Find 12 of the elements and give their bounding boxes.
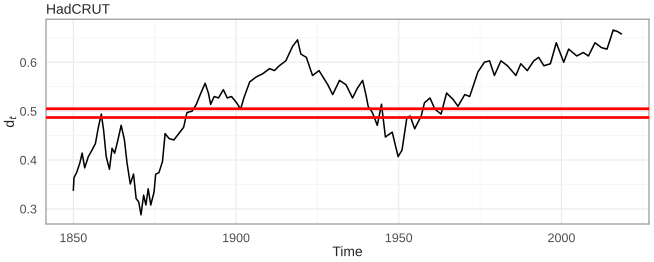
y-tick-label: 0.5 — [20, 106, 36, 116]
y-tick-label: 0.3 — [20, 204, 36, 214]
x-tick-label: 1950 — [386, 233, 412, 242]
y-tick-label: 0.6 — [20, 58, 36, 67]
x-tick-label: 1850 — [60, 233, 87, 242]
x-axis-title: Time — [332, 246, 362, 256]
x-tick-label: 2000 — [548, 233, 575, 242]
chart-title: HadCRUT — [47, 4, 110, 14]
y-axis-title: d$_{t}$ — [4, 116, 16, 128]
x-tick-label: 1900 — [223, 233, 250, 242]
line-series — [72, 29, 622, 216]
y-tick-label: 0.4 — [20, 156, 37, 165]
